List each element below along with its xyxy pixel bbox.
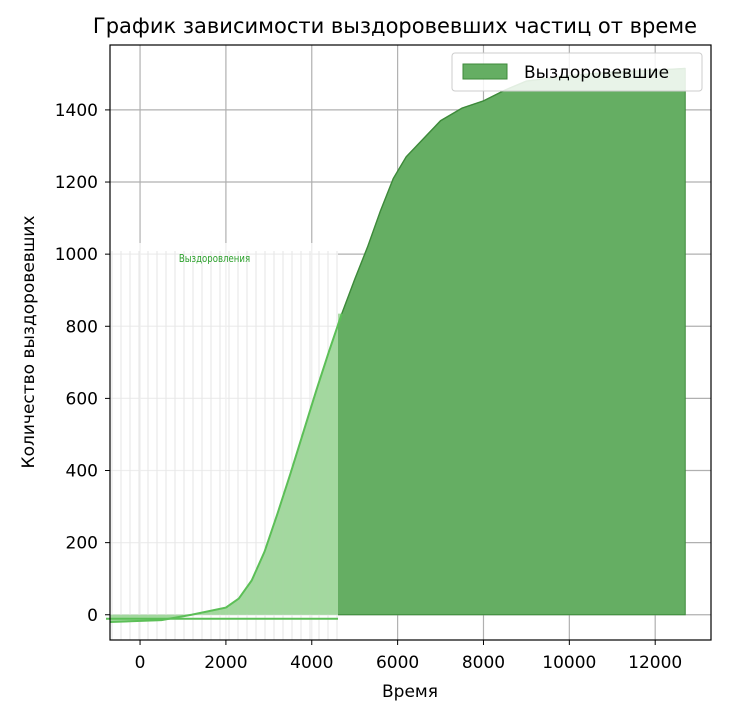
y-tick-label: 400 — [66, 462, 98, 482]
chart-title: График зависимости выздоровевших частиц … — [93, 14, 697, 38]
x-tick-label: 4000 — [290, 653, 333, 673]
inset-title: Выздоровления — [179, 253, 250, 265]
y-ticks: 0 200 400 600 800 1000 1200 1400 — [55, 101, 110, 626]
x-tick-label: 0 — [135, 653, 146, 673]
y-tick-label: 600 — [66, 389, 98, 409]
y-axis-label: Количество выздоровевших — [19, 216, 39, 469]
y-tick-label: 0 — [87, 606, 98, 626]
legend-label: Выздоровевшие — [524, 63, 669, 83]
plot-frame — [109, 44, 712, 641]
y-tick-label: 200 — [66, 534, 98, 554]
y-tick-label: 800 — [66, 317, 98, 337]
y-tick-label: 1200 — [55, 173, 98, 193]
legend-box — [451, 52, 703, 92]
inset-area — [110, 313, 342, 622]
inset-layer: Выздоровления — [106, 243, 343, 640]
x-ticks: 0 2000 4000 6000 8000 10000 12000 — [135, 640, 682, 673]
x-tick-label: 6000 — [376, 653, 419, 673]
inset-curve — [109, 313, 343, 623]
y-tick-label: 1400 — [55, 101, 98, 121]
legend-swatch — [462, 63, 508, 80]
y-tick-label: 1000 — [55, 245, 98, 265]
x-axis-label: Время — [382, 682, 438, 702]
x-tick-label: 10000 — [542, 653, 596, 673]
x-tick-label: 8000 — [462, 653, 505, 673]
x-tick-label: 2000 — [204, 653, 247, 673]
x-tick-label: 12000 — [628, 653, 682, 673]
legend: Выздоровевшие — [451, 52, 703, 92]
